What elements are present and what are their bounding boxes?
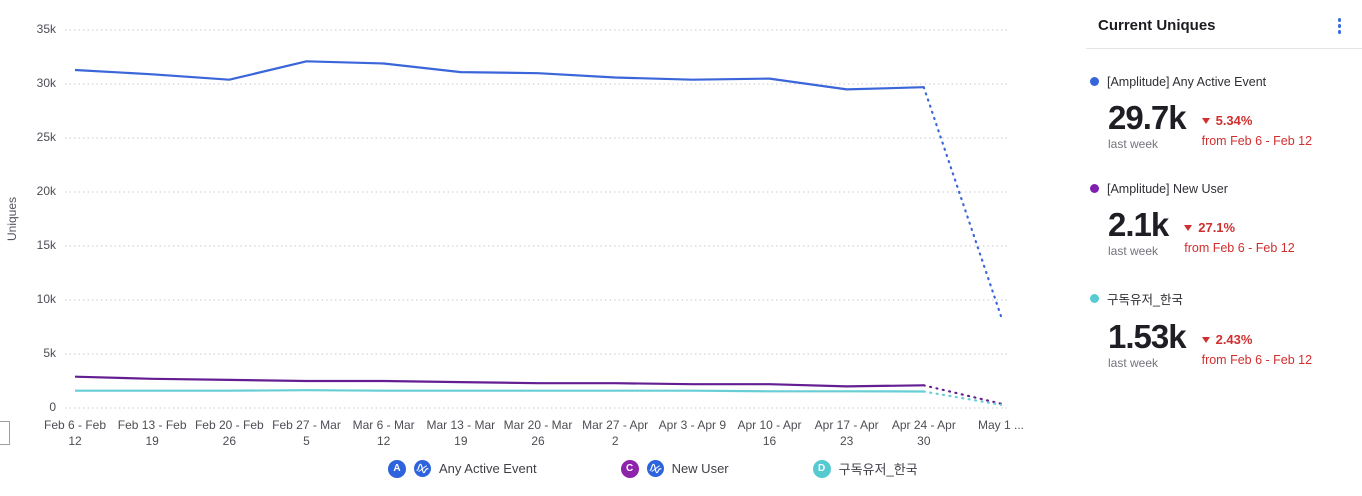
legend-label: Any Active Event — [439, 461, 537, 476]
series-line-any-active-event-projected — [922, 86, 1003, 318]
stat-compare: from Feb 6 - Feb 12 — [1201, 352, 1313, 367]
stat-value: 2.1k — [1108, 205, 1169, 243]
trend-down-icon — [1201, 337, 1210, 344]
legend-item-any-active-event[interactable]: A Any Active Event — [388, 459, 537, 478]
y-tick-label: 25k — [36, 130, 56, 144]
legend-item-new-user[interactable]: C New User — [620, 459, 729, 478]
panel-divider — [1086, 47, 1362, 49]
kebab-menu-icon[interactable] — [1336, 16, 1344, 36]
y-tick-label: 0 — [49, 400, 56, 414]
stat-any-active-event: [Amplitude] Any Active Event 29.7k last … — [1090, 75, 1362, 151]
x-tick-label: Apr 3 - Apr 9 — [658, 418, 727, 432]
stat-value: 1.53k — [1108, 317, 1187, 355]
chart-legend: A Any Active Event C New User D 구독유저_한국 — [388, 459, 918, 478]
stat-period: last week — [1108, 243, 1159, 258]
stat-period: last week — [1108, 355, 1159, 370]
x-tick-label: Feb 27 - Mar 5 — [272, 418, 341, 448]
amplitude-logo-icon — [646, 460, 664, 477]
amplitude-logo-icon — [414, 460, 431, 477]
x-tick-label: Feb 13 - Feb 19 — [117, 418, 187, 448]
legend-label: New User — [671, 461, 729, 476]
chart-region: Uniques A Any Active Event C New User D 구독유저_… — [0, 0, 1086, 478]
x-tick-label: Mar 6 - Mar 12 — [352, 418, 415, 448]
stat-label: [Amplitude] Any Active Event — [1107, 74, 1267, 89]
x-tick-label: Apr 24 - Apr 30 — [891, 418, 956, 448]
x-tick-label: May 1 ... — [977, 418, 1024, 432]
y-tick-label: 10k — [36, 292, 56, 306]
x-tick-label: Apr 17 - Apr 23 — [814, 418, 879, 448]
y-tick-label: 35k — [36, 22, 56, 36]
series-line-subscriber-korea — [75, 389, 924, 393]
series-letter-badge: C — [620, 459, 639, 478]
y-tick-label: 30k — [36, 76, 56, 90]
legend-item-subscriber-korea[interactable]: D 구독유저_한국 — [812, 459, 918, 478]
stat-period: last week — [1108, 136, 1159, 151]
stat-compare: from Feb 6 - Feb 12 — [1184, 240, 1295, 255]
x-tick-label: Mar 27 - Apr 2 — [582, 418, 649, 448]
series-line-any-active-event — [74, 60, 924, 91]
cropped-panel-fragment — [0, 421, 10, 445]
stat-subscriber-korea: 구독유저_한국 1.53k last week 2.43% from Feb 6… — [1090, 289, 1362, 370]
x-tick-label: Feb 6 - Feb 12 — [43, 418, 107, 448]
stat-label: 구독유저_한국 — [1107, 292, 1183, 307]
stat-change-pct: 5.34% — [1215, 112, 1253, 128]
x-tick-label: Mar 13 - Mar 19 — [426, 418, 496, 448]
x-tick-label: Mar 20 - Mar 26 — [503, 418, 573, 448]
stat-compare: from Feb 6 - Feb 12 — [1201, 133, 1313, 148]
series-line-new-user-projected — [922, 384, 1003, 405]
series-dot-new-user — [1090, 184, 1099, 193]
stats-list: [Amplitude] Any Active Event 29.7k last … — [1086, 49, 1362, 370]
series-dot-subscriber-korea — [1090, 293, 1099, 303]
stat-label: [Amplitude] New User — [1107, 181, 1228, 196]
panel-header: Current Uniques — [1086, 0, 1362, 36]
stat-value: 29.7k — [1108, 98, 1187, 136]
x-tick-label: Feb 20 - Feb 26 — [194, 418, 264, 448]
stat-change-pct: 2.43% — [1215, 331, 1253, 347]
x-tick-label: Apr 10 - Apr 16 — [737, 418, 802, 448]
series-line-new-user — [74, 375, 924, 388]
legend-label: 구독유저_한국 — [838, 462, 918, 477]
series-dot-any-active-event — [1090, 77, 1099, 86]
panel-title: Current Uniques — [1098, 17, 1216, 35]
trend-down-icon — [1201, 118, 1210, 125]
series-letter-badge: D — [812, 459, 831, 478]
stat-new-user: [Amplitude] New User 2.1k last week 27.1… — [1090, 182, 1362, 258]
chart-plot[interactable] — [0, 0, 1086, 452]
y-tick-label: 5k — [43, 346, 56, 360]
stat-change-pct: 27.1% — [1198, 219, 1236, 235]
current-uniques-panel: Current Uniques [Amplitude] Any Active E… — [1086, 0, 1362, 496]
trend-down-icon — [1184, 225, 1193, 232]
series-line-subscriber-korea-projected — [922, 390, 1003, 406]
y-tick-label: 20k — [36, 184, 56, 198]
y-tick-label: 15k — [36, 238, 56, 252]
series-letter-badge: A — [388, 459, 406, 478]
